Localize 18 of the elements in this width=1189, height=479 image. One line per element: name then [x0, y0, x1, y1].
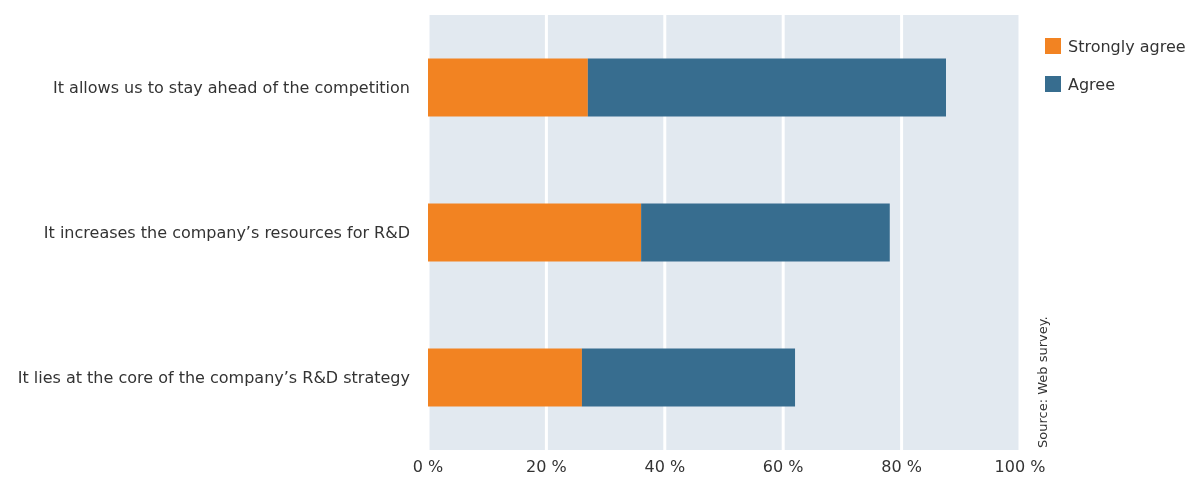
bar: [428, 58, 588, 117]
legend-label: Strongly agree: [1068, 36, 1186, 56]
x-tick-label: 100 %: [994, 457, 1046, 476]
x-tick-label: 80 %: [881, 457, 922, 476]
bar: [641, 203, 890, 262]
x-tick-label: 60 %: [762, 457, 804, 476]
bar: [581, 348, 796, 407]
y-tick-label: It increases the company’s resources for R&D: [43, 223, 410, 243]
x-tick-label: 0 %: [412, 457, 444, 476]
x-tick-label: 20 %: [526, 457, 567, 476]
y-tick-label: It lies at the core of the company’s R&D strategy: [17, 368, 410, 388]
bar: [428, 348, 582, 407]
bar: [428, 203, 642, 262]
source-note: Source: Web survey.: [1035, 316, 1050, 448]
bar: [587, 58, 946, 117]
x-tick-label: 40 %: [644, 457, 686, 476]
y-tick-label: It allows us to stay ahead of the competition: [53, 78, 410, 98]
legend-label: Agree: [1068, 74, 1116, 94]
